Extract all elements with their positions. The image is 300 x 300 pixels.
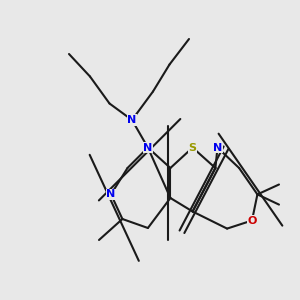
Text: O: O	[247, 215, 257, 226]
Text: N: N	[128, 115, 136, 125]
Text: S: S	[189, 142, 196, 153]
Text: N: N	[143, 142, 152, 153]
Text: N: N	[106, 189, 116, 200]
Text: N: N	[213, 142, 222, 153]
